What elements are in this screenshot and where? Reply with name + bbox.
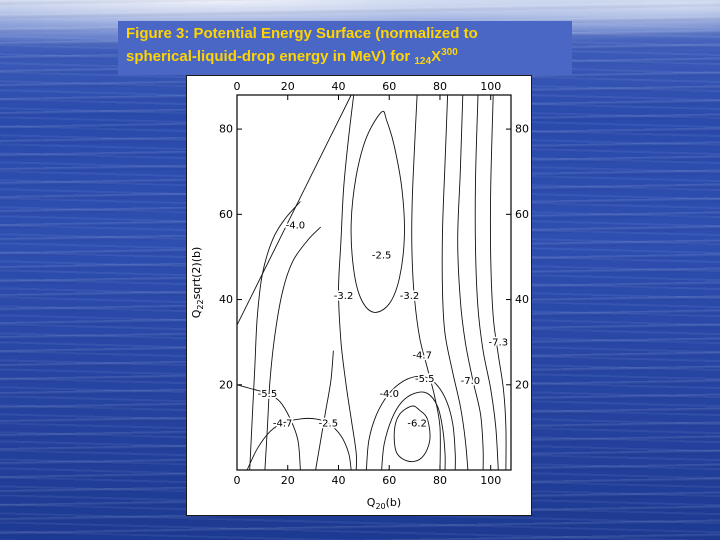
x-tick-label: 40: [331, 474, 345, 487]
contour-line-bl-horiz: [236, 384, 301, 471]
x-tick-label: 60: [382, 474, 396, 487]
x-axis-title: Q20(b): [367, 496, 401, 511]
contour-label: -4.7: [412, 350, 432, 361]
contour-label: -4.7: [273, 419, 293, 430]
slide-title: Figure 3: Potential Energy Surface (norm…: [118, 21, 572, 75]
y-tick-label-right: 20: [515, 378, 529, 391]
title-line-2: spherical-liquid-drop energy in MeV) for…: [126, 43, 564, 71]
contour-line-right-3: [474, 94, 499, 471]
x-tick-label: 20: [281, 474, 295, 487]
figure-panel: 0 0 20 20 40 40 60 60 80 80 100 100 20 20 40 40 60 60 80 80…: [186, 75, 532, 516]
contour-label: -3.2: [334, 291, 354, 302]
contour-label: -2.5: [372, 250, 392, 261]
contour-label: -7.0: [461, 376, 481, 387]
title-text-1: Figure 3: Potential Energy Surface (norm…: [126, 25, 478, 42]
contour-line-bowl-mid: [381, 391, 446, 471]
contour-label: -4.0: [379, 389, 399, 400]
contour-line-right-1: [441, 94, 469, 471]
x-tick-label-top: 100: [480, 80, 501, 93]
x-tick-label-top: 40: [331, 80, 345, 93]
y-axis-title: Q22sqrt(2)(b): [190, 247, 205, 319]
contour-line-valley-right: [411, 94, 441, 471]
nuclide-symbol: X: [431, 48, 442, 65]
contour-line-left-2: [264, 226, 322, 471]
contour-label: -2.5: [319, 419, 339, 430]
contour-line-region-boundary: [236, 94, 352, 326]
contour-line-valley-left: [338, 94, 358, 471]
y-tick-label: 40: [219, 293, 233, 306]
x-tick-label-top: 60: [382, 80, 396, 93]
x-tick-label: 0: [234, 474, 241, 487]
contour-line-mid-low: [315, 350, 334, 471]
x-tick-label-top: 0: [234, 80, 241, 93]
y-tick-label-right: 40: [515, 293, 529, 306]
x-tick-label-top: 20: [281, 80, 295, 93]
x-tick-label-top: 80: [433, 80, 447, 93]
contour-line-right-2: [457, 94, 484, 471]
nuclide-superscript: 300: [441, 47, 458, 58]
contour-line-bl-arc: [246, 417, 352, 471]
contour-label: -7.3: [489, 338, 509, 349]
y-tick-label-right: 80: [515, 123, 529, 136]
title-line-1: Figure 3: Potential Energy Surface (norm…: [126, 24, 564, 43]
contour-plot: 0 0 20 20 40 40 60 60 80 80 100 100 20 20 40 40 60 60 80 80…: [190, 80, 529, 511]
contour-line-left-1: [249, 201, 301, 471]
y-tick-label: 20: [219, 378, 233, 391]
contour-line-bowl-outer: [365, 375, 456, 471]
plot-frame: [236, 94, 512, 471]
x-tick-label: 100: [480, 474, 501, 487]
contour-label: -5.5: [415, 374, 435, 385]
y-tick-label: 60: [219, 208, 233, 221]
contour-line-central-basin: [350, 110, 405, 313]
contour-line-bowl-inner: [393, 405, 431, 463]
contour-label: -5.5: [258, 389, 278, 400]
contour-label: -4.0: [286, 220, 306, 231]
contour-label: -3.2: [400, 291, 420, 302]
contour-line-right-4: [489, 94, 507, 471]
y-tick-label: 80: [219, 123, 233, 136]
nuclide-mass-subscript: 124: [414, 56, 432, 67]
y-tick-label-right: 60: [515, 208, 529, 221]
x-tick-label: 80: [433, 474, 447, 487]
contour-label: -6.2: [407, 419, 427, 430]
title-text-2: spherical-liquid-drop energy in MeV) for: [126, 48, 415, 65]
